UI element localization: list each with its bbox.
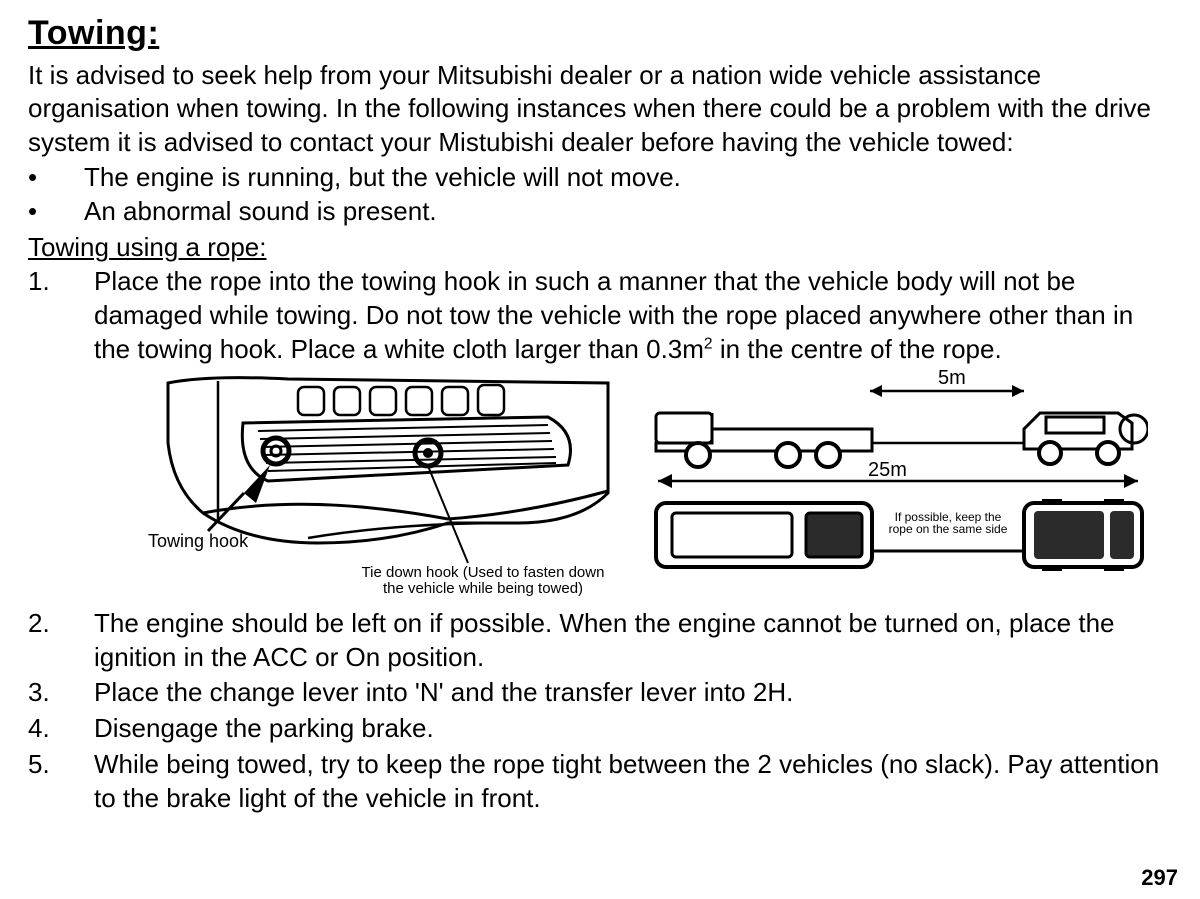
list-item: 1. Place the rope into the towing hook i… (28, 265, 1172, 366)
distance-5m-label: 5m (938, 367, 966, 390)
distance-diagram (648, 373, 1148, 603)
distance-25m-label: 25m (868, 459, 907, 482)
numbered-list: 1. Place the rope into the towing hook i… (28, 265, 1172, 366)
list-text: Place the rope into the towing hook in s… (94, 265, 1172, 366)
tiedown-hook-label: Tie down hook (Used to fasten down the v… (358, 565, 608, 598)
list-number: 2. (28, 607, 94, 675)
rope-side-note: If possible, keep the rope on the same s… (888, 511, 1008, 536)
list-text: The engine should be left on if possible… (94, 607, 1172, 675)
bullet-marker: • (28, 161, 84, 195)
page-number: 297 (1141, 865, 1178, 891)
bullet-marker: • (28, 195, 84, 229)
figure-row: Towing hook Tie down hook (Used to faste… (148, 373, 1172, 603)
list-text: While being towed, try to keep the rope … (94, 748, 1172, 816)
bullet-text: The engine is running, but the vehicle w… (84, 161, 681, 195)
list-item: 4. Disengage the parking brake. (28, 712, 1172, 746)
list-text: Place the change lever into 'N' and the … (94, 676, 1172, 710)
list-number: 4. (28, 712, 94, 746)
manual-page: Towing: It is advised to seek help from … (0, 0, 1200, 899)
bullet-text: An abnormal sound is present. (84, 195, 437, 229)
list-number: 3. (28, 676, 94, 710)
list-text: Disengage the parking brake. (94, 712, 1172, 746)
list-item: 3. Place the change lever into 'N' and t… (28, 676, 1172, 710)
bullet-list: • The engine is running, but the vehicle… (28, 161, 1172, 229)
bullet-item: • An abnormal sound is present. (28, 195, 1172, 229)
numbered-list-cont: 2. The engine should be left on if possi… (28, 607, 1172, 816)
towing-hook-label: Towing hook (148, 531, 248, 552)
list-item: 2. The engine should be left on if possi… (28, 607, 1172, 675)
subheading: Towing using a rope: (28, 232, 1172, 263)
section-title: Towing: (28, 14, 1172, 53)
list-number: 1. (28, 265, 94, 366)
figure-distance: 5m 25m If possible, keep the rope on the… (648, 373, 1148, 603)
intro-paragraph: It is advised to seek help from your Mit… (28, 59, 1172, 159)
list-item: 5. While being towed, try to keep the ro… (28, 748, 1172, 816)
figure-towing-hook: Towing hook Tie down hook (Used to faste… (148, 373, 618, 603)
list-number: 5. (28, 748, 94, 816)
bullet-item: • The engine is running, but the vehicle… (28, 161, 1172, 195)
